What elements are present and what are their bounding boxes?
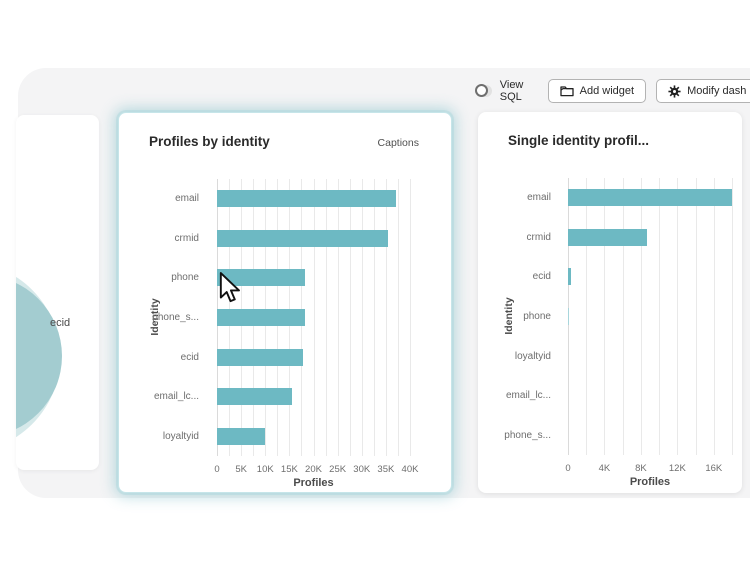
gridline <box>659 178 661 455</box>
widget-title: Single identity profil... <box>508 133 650 148</box>
bar-row <box>568 297 732 337</box>
add-widget-label: Add widget <box>579 85 635 97</box>
x-axis-ticks: 0 4K 8K 12K 16K <box>565 463 732 475</box>
x-tick-label: 16K <box>705 463 723 474</box>
bar-ecid[interactable] <box>217 348 303 366</box>
x-tick-label: 8K <box>635 463 647 474</box>
gridline <box>349 179 351 456</box>
category-label: phone_s... <box>504 429 551 441</box>
gridline <box>385 179 387 456</box>
gridline <box>313 179 315 456</box>
bar-row <box>568 376 732 416</box>
gridline <box>586 178 588 455</box>
bar-email-lc-[interactable] <box>217 388 292 406</box>
captions-link[interactable]: Captions <box>377 137 419 149</box>
bar-row <box>217 179 410 219</box>
bar-row <box>568 415 732 455</box>
category-label: phone <box>523 311 551 323</box>
x-tick-label: 20K <box>305 464 322 475</box>
bar-loyaltyid[interactable] <box>217 427 266 445</box>
bar-email[interactable] <box>217 190 396 208</box>
x-axis-ticks: 0 5K 10K 15K 20K 25K 30K 35K 40K <box>214 464 418 476</box>
x-tick-label: 30K <box>353 464 371 475</box>
x-tick-label: 40K <box>401 464 419 475</box>
donut-slice-label: ecid <box>50 317 71 329</box>
bar-crmid[interactable] <box>217 229 389 247</box>
category-label: email <box>175 193 199 205</box>
widget-single-identity-profiles[interactable]: Single identity profil... Identity email… <box>478 112 742 493</box>
modify-dashboard-label: Modify dash <box>687 85 747 97</box>
toggle-knob <box>475 84 488 97</box>
x-axis-label: Profiles <box>293 477 334 489</box>
gridline <box>640 178 642 455</box>
bar-row <box>568 257 732 297</box>
bar-phone-s-[interactable] <box>217 309 305 327</box>
add-widget-button[interactable]: Add widget <box>547 79 647 103</box>
category-axis: email crmid phone phone_s...ecid email_lc...… <box>119 179 208 456</box>
bar-row <box>217 416 410 456</box>
x-tick-label: 12K <box>668 463 686 474</box>
gridline <box>677 178 679 455</box>
gear-icon <box>668 84 681 98</box>
x-tick-label: 0 <box>565 463 571 474</box>
bar-row <box>568 336 732 376</box>
dashboard-toolbar: View SQL Add widget Modify dash <box>475 76 750 106</box>
bar-row <box>568 178 732 218</box>
x-tick-label: 35K <box>377 464 395 475</box>
bar-row <box>217 298 410 338</box>
gridline <box>410 179 411 456</box>
partial-donut-widget[interactable]: ecid <box>16 115 99 470</box>
mouse-cursor-icon <box>219 272 245 310</box>
view-sql-label: View SQL <box>499 79 524 103</box>
gridline <box>373 179 375 456</box>
gridline <box>325 179 327 456</box>
folder-icon <box>560 85 574 97</box>
gridline <box>713 178 715 455</box>
bar-phone[interactable] <box>568 308 570 326</box>
bar-row <box>217 219 410 259</box>
x-tick-label: 25K <box>329 464 347 475</box>
gridline <box>337 179 339 456</box>
view-sql-toggle[interactable] <box>475 84 492 97</box>
category-label: email_lc... <box>153 391 199 403</box>
gridline <box>397 179 399 456</box>
gridline <box>361 179 363 456</box>
bar-row <box>568 218 732 258</box>
widget-profiles-by-identity[interactable]: Profiles by identity Captions Identity e… <box>118 112 452 493</box>
gridline <box>732 178 733 455</box>
bar-crmid[interactable] <box>568 228 648 246</box>
category-label: loyaltyid <box>514 350 551 362</box>
category-label: phone <box>171 272 199 284</box>
category-label: ecid <box>532 271 551 283</box>
bar-row <box>217 377 410 417</box>
category-label: email_lc... <box>505 390 551 402</box>
x-axis-label: Profiles <box>629 476 671 488</box>
category-axis: email crmid ecid phone loyaltyid email_lc...p… <box>478 178 560 455</box>
category-label: phone_s... <box>152 312 199 324</box>
x-tick-label: 15K <box>280 464 298 475</box>
x-tick-label: 0 <box>214 464 220 475</box>
bar-plot-area <box>568 178 733 455</box>
bar-ecid[interactable] <box>568 268 572 286</box>
gridline <box>695 178 697 455</box>
gridline <box>622 178 624 455</box>
category-label: crmid <box>174 232 199 244</box>
modify-dashboard-button[interactable]: Modify dash <box>656 79 750 103</box>
bar-plot-area <box>217 179 411 456</box>
bar-row <box>217 258 410 298</box>
x-tick-label: 5K <box>235 464 247 475</box>
category-label: ecid <box>180 351 199 363</box>
x-tick-label: 10K <box>256 464 274 475</box>
category-label: crmid <box>526 231 551 243</box>
category-label: loyaltyid <box>162 430 199 442</box>
x-tick-label: 4K <box>598 463 611 474</box>
bar-phone[interactable] <box>217 269 305 287</box>
bar-email[interactable] <box>568 189 732 207</box>
bar-row <box>217 337 410 377</box>
view-sql-toggle-group: View SQL <box>475 79 532 103</box>
gridline <box>604 178 606 455</box>
widget-title: Profiles by identity <box>149 134 270 149</box>
category-label: email <box>527 192 551 204</box>
